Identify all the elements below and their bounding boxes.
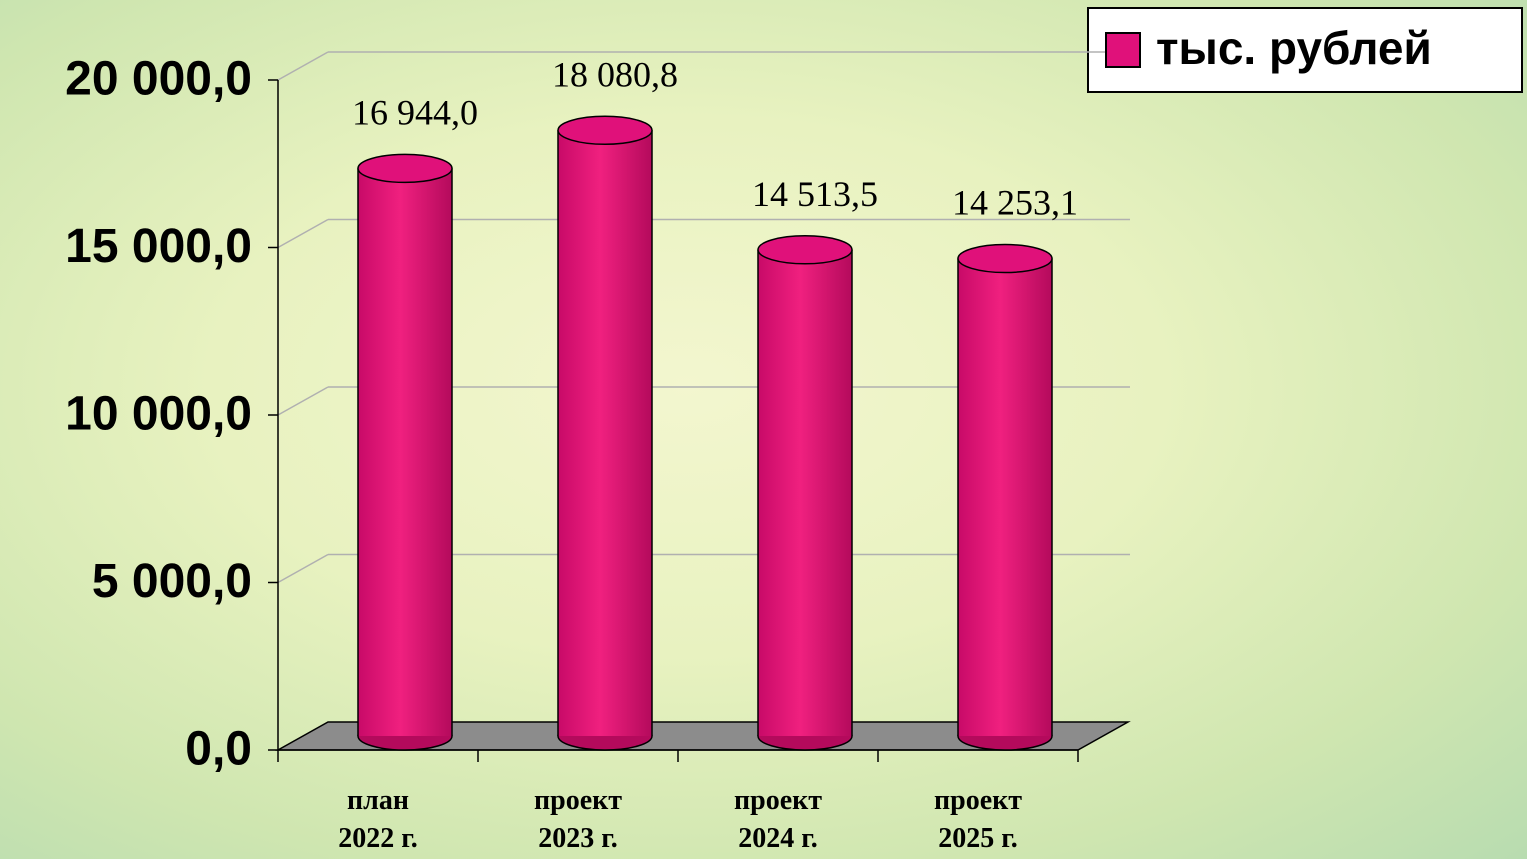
grid-line <box>277 386 329 416</box>
value-label: 16 944,0 <box>352 92 478 132</box>
grid-line <box>277 553 329 584</box>
grid-line <box>277 218 329 249</box>
x-tick-label: проект 2024 г. <box>733 785 823 854</box>
y-tick-label: 5 000,0 <box>92 555 252 608</box>
bar <box>958 258 1052 736</box>
x-tick-label: проект 2025 г. <box>933 785 1023 854</box>
value-label: 14 513,5 <box>752 174 878 214</box>
grid-line <box>277 51 329 81</box>
bar <box>758 249 852 737</box>
bar-top <box>557 115 653 146</box>
bar <box>358 168 452 737</box>
bar <box>558 130 652 736</box>
y-tick-label: 10 000,0 <box>65 388 252 441</box>
y-tick-label: 20 000,0 <box>65 53 252 106</box>
bar-top <box>357 153 453 184</box>
value-label: 14 253,1 <box>952 183 1078 223</box>
bar-top <box>957 243 1053 274</box>
legend-box <box>1087 7 1523 93</box>
y-tick-label: 0,0 <box>185 723 252 776</box>
x-tick-label: план 2022 г. <box>338 785 418 854</box>
x-tick-label: проект 2023 г. <box>533 785 623 854</box>
bar-top <box>757 235 853 265</box>
value-label: 18 080,8 <box>552 54 678 94</box>
legend-swatch <box>1105 32 1141 68</box>
y-tick-label: 15 000,0 <box>65 220 252 273</box>
legend-label: тыс. рублей <box>1156 22 1432 74</box>
